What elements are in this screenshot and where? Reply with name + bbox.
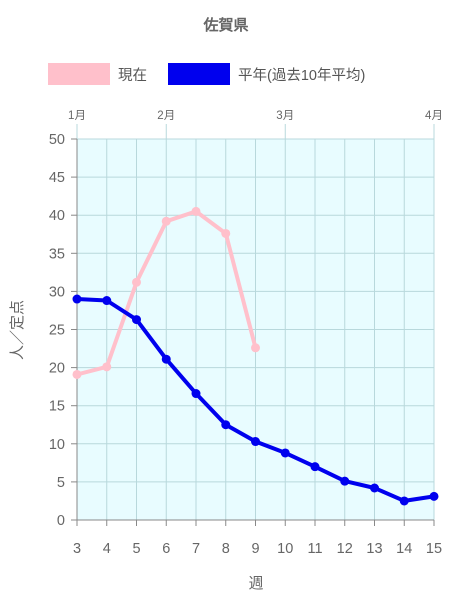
data-point-normal <box>191 389 201 399</box>
month-label: 2月 <box>157 110 175 122</box>
y-tick-label: 35 <box>49 246 65 262</box>
month-label: 4月 <box>425 110 443 122</box>
legend-swatch-current <box>48 63 110 85</box>
top-month-axis: 1月 2月 3月 4月 <box>68 110 443 139</box>
legend-item-current[interactable]: 現在 <box>48 63 147 85</box>
data-point-current <box>132 277 141 287</box>
x-tick-label: 4 <box>103 541 111 557</box>
x-tick-label: 13 <box>366 541 382 557</box>
data-point-current <box>72 369 82 379</box>
x-tick-label: 11 <box>307 541 322 557</box>
y-tick-label: 5 <box>57 475 65 491</box>
x-tick-label: 14 <box>396 541 412 557</box>
legend: 現在 平年(過去10年平均) <box>48 63 365 85</box>
x-tick-label: 6 <box>162 541 170 557</box>
x-tick-label: 9 <box>251 541 259 557</box>
y-tick-label: 10 <box>49 437 65 453</box>
data-point-normal <box>132 315 141 325</box>
data-point-normal <box>102 296 112 306</box>
x-tick-label: 15 <box>426 541 442 557</box>
y-tick-label: 20 <box>49 361 65 377</box>
data-point-current <box>191 206 201 216</box>
y-tick-label: 25 <box>49 323 65 339</box>
data-point-normal <box>72 294 82 304</box>
y-axis-label: 人／定点 <box>9 300 26 360</box>
data-point-normal <box>429 491 439 501</box>
legend-swatch-normal <box>168 63 230 85</box>
x-tick-label: 8 <box>222 541 230 557</box>
data-point-current <box>102 362 112 372</box>
legend-label-current: 現在 <box>118 67 147 84</box>
x-axis-ticks: 3 4 5 6 7 8 9 10 11 12 13 14 15 <box>73 520 442 557</box>
data-point-normal <box>399 496 409 506</box>
x-tick-label: 5 <box>132 541 140 557</box>
x-tick-label: 3 <box>73 541 81 557</box>
x-tick-label: 7 <box>192 541 200 557</box>
y-tick-label: 40 <box>49 208 65 224</box>
data-point-normal <box>370 483 379 493</box>
legend-label-normal: 平年(過去10年平均) <box>238 67 365 84</box>
grid <box>76 138 435 521</box>
month-label: 3月 <box>276 110 294 122</box>
data-point-normal <box>280 448 290 458</box>
x-tick-label: 12 <box>337 541 353 557</box>
data-point-normal <box>251 437 260 447</box>
y-tick-label: 50 <box>49 132 65 148</box>
data-point-normal <box>310 462 320 472</box>
x-axis-label: 週 <box>248 575 263 592</box>
x-tick-label: 10 <box>277 541 293 557</box>
data-point-current <box>161 216 171 226</box>
series-layer <box>72 206 439 506</box>
y-tick-label: 30 <box>49 284 65 300</box>
month-label: 1月 <box>68 110 86 122</box>
data-point-current <box>251 343 260 353</box>
data-point-normal <box>221 420 231 430</box>
y-tick-label: 15 <box>49 399 65 415</box>
legend-item-normal[interactable]: 平年(過去10年平均) <box>168 63 365 85</box>
axes <box>71 139 434 526</box>
data-point-normal <box>340 476 350 486</box>
y-axis-ticks: 0 5 10 15 20 25 30 35 40 45 50 <box>49 132 77 529</box>
data-point-normal <box>161 354 171 364</box>
y-tick-label: 0 <box>57 513 65 529</box>
y-tick-label: 45 <box>49 170 65 186</box>
data-point-current <box>221 228 231 238</box>
chart-title: 佐賀県 <box>202 16 248 34</box>
